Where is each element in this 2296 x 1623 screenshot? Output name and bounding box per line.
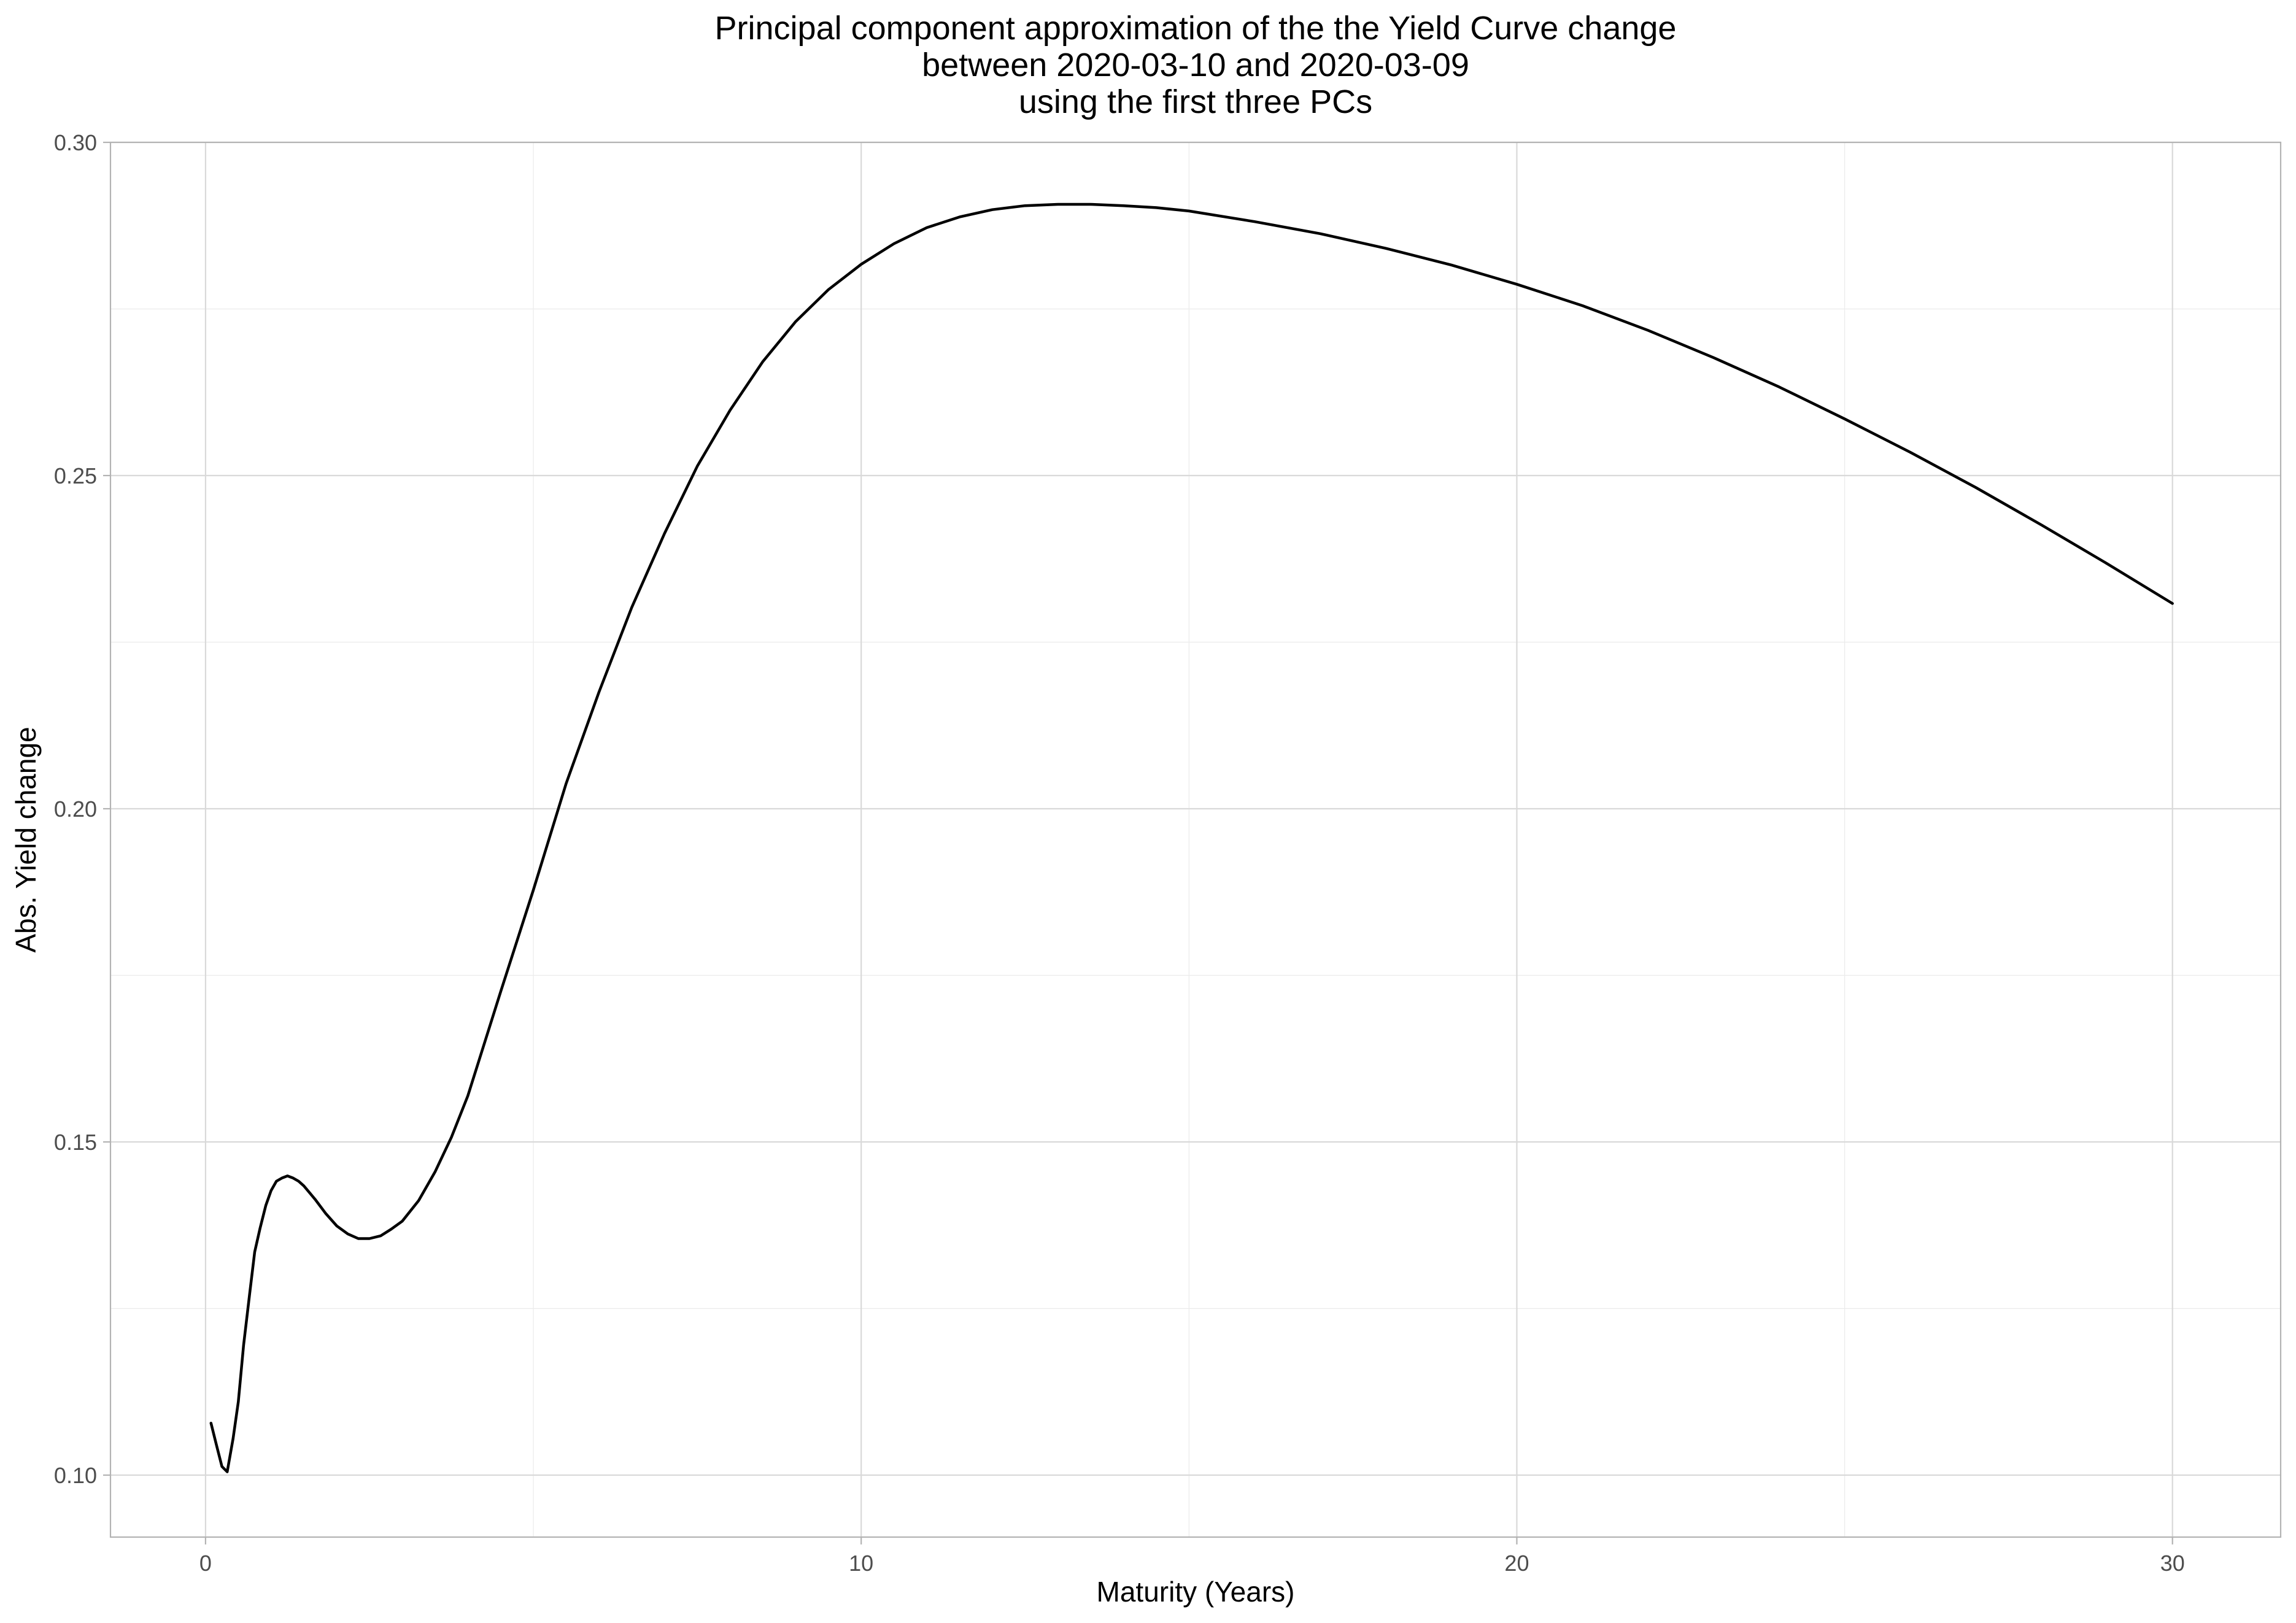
- major-gridlines: [110, 141, 2281, 1537]
- y-axis-label: Abs. Yield change: [10, 727, 42, 952]
- y-tick-label: 0.20: [54, 796, 97, 822]
- y-tick-label: 0.15: [54, 1130, 97, 1155]
- title-line-3: using the first three PCs: [1019, 83, 1372, 120]
- x-tick-label: 20: [1504, 1551, 1529, 1576]
- x-axis-label: Maturity (Years): [1097, 1576, 1295, 1608]
- y-tick-label: 0.30: [54, 130, 97, 155]
- y-tick-label: 0.10: [54, 1463, 97, 1488]
- x-axis-ticks: 0 10 20 30: [199, 1537, 2185, 1576]
- title-line-2: between 2020-03-10 and 2020-03-09: [922, 47, 1469, 83]
- y-tick-label: 0.25: [54, 463, 97, 488]
- chart-title: Principal component approximation of the…: [715, 10, 1677, 120]
- plot-panel-border: [109, 141, 2282, 1538]
- x-tick-label: 0: [199, 1551, 212, 1576]
- series-lines: [209, 202, 2174, 1473]
- series-line-0: [209, 202, 2174, 1473]
- x-tick-label: 10: [849, 1551, 873, 1576]
- title-line-1: Principal component approximation of the…: [715, 10, 1677, 47]
- y-axis-ticks: 0.10 0.15 0.20 0.25 0.30: [54, 130, 110, 1488]
- x-tick-label: 30: [2160, 1551, 2185, 1576]
- minor-gridlines: [110, 142, 2281, 1537]
